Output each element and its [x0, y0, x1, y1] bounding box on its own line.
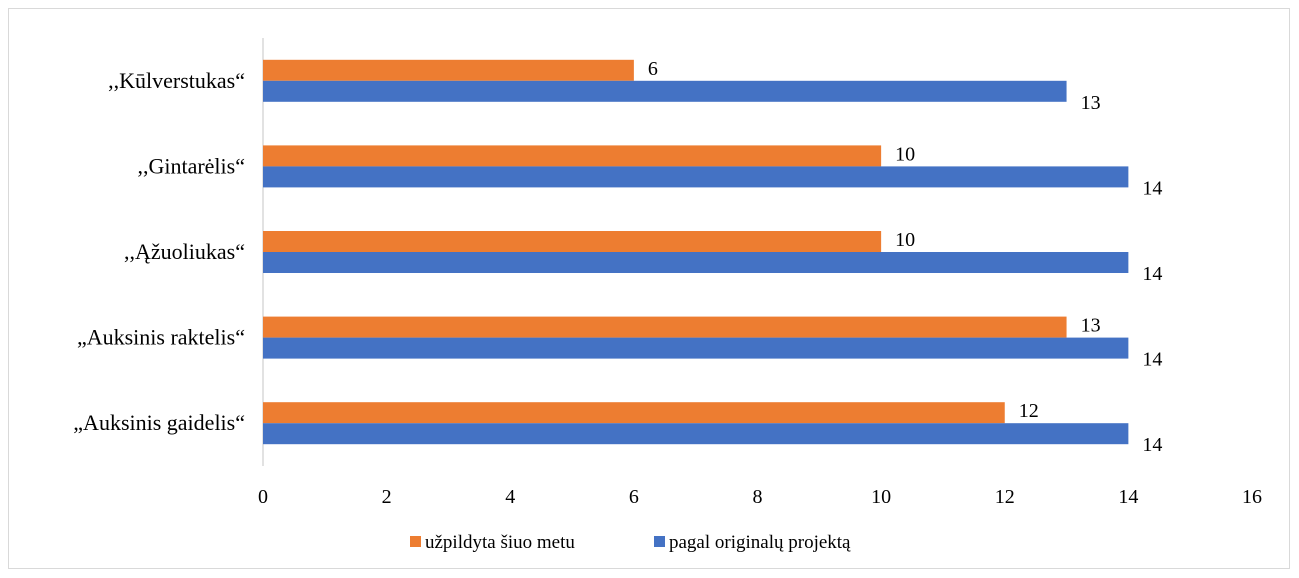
- x-tick-label: 0: [258, 486, 268, 508]
- x-tick-label: 4: [505, 486, 515, 508]
- category-label: ,,Gintarėlis“: [137, 153, 245, 178]
- data-label: 14: [1142, 263, 1162, 285]
- category-label: „Auksinis raktelis“: [77, 325, 245, 350]
- bar: [263, 338, 1128, 359]
- bar: [263, 60, 634, 81]
- legend-label: pagal originalų projektą: [669, 532, 851, 553]
- data-label: 6: [648, 58, 658, 80]
- bar: [263, 252, 1128, 273]
- legend-swatch: [654, 536, 665, 547]
- data-label: 13: [1081, 92, 1101, 114]
- legend-swatch: [410, 536, 421, 547]
- legend-label: užpildyta šiuo metu: [425, 532, 575, 553]
- data-label: 14: [1142, 177, 1162, 199]
- data-label: 10: [895, 143, 915, 165]
- data-label: 13: [1081, 315, 1101, 337]
- data-label: 10: [895, 229, 915, 251]
- x-tick-label: 14: [1118, 486, 1138, 508]
- bar: [263, 317, 1067, 338]
- data-label: 14: [1142, 349, 1162, 371]
- category-label: ,,Kūlverstukas“: [108, 68, 245, 93]
- data-label: 12: [1019, 400, 1039, 422]
- data-label: 14: [1142, 434, 1162, 456]
- bar: [263, 402, 1005, 423]
- x-tick-label: 16: [1242, 486, 1262, 508]
- x-tick-label: 12: [995, 486, 1015, 508]
- category-label: „Auksinis gaidelis“: [73, 410, 245, 435]
- bar: [263, 166, 1128, 187]
- x-tick-label: 2: [382, 486, 392, 508]
- x-tick-label: 10: [871, 486, 891, 508]
- x-tick-label: 8: [753, 486, 763, 508]
- bar: [263, 423, 1128, 444]
- bar: [263, 231, 881, 252]
- bar: [263, 145, 881, 166]
- x-tick-label: 6: [629, 486, 639, 508]
- bar: [263, 81, 1067, 102]
- category-label: ,,Ąžuoliukas“: [124, 239, 245, 264]
